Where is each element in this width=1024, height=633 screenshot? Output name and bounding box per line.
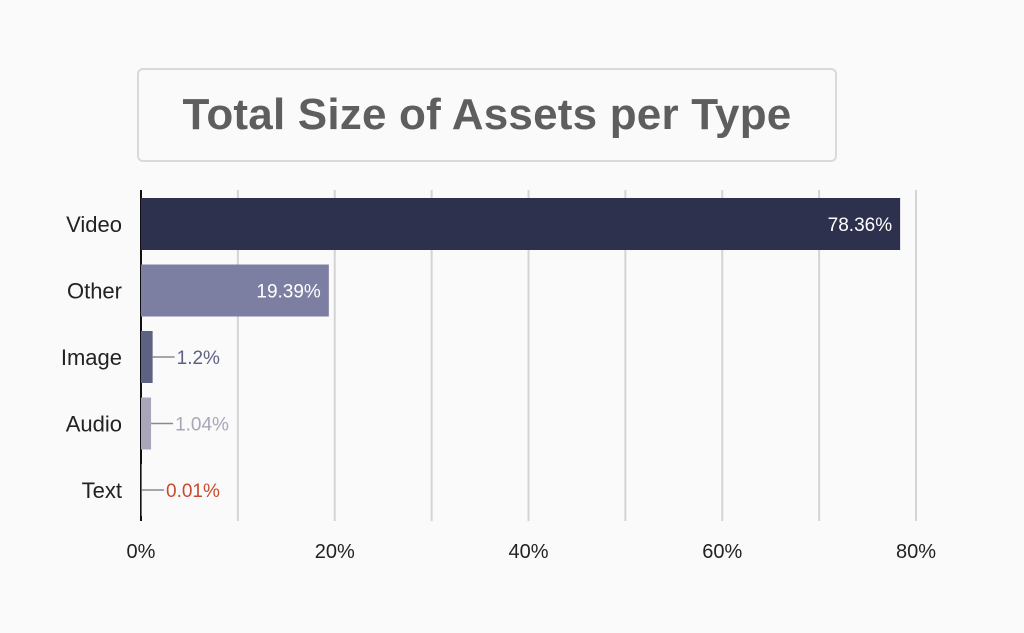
- bar-text: [141, 464, 142, 516]
- bar-video: [141, 198, 901, 250]
- category-label-other: Other: [67, 279, 122, 304]
- x-tick-label: 40%: [508, 541, 548, 563]
- x-tick-label: 0%: [127, 541, 156, 563]
- bar-other: [141, 264, 329, 317]
- category-label-video: Video: [66, 212, 122, 237]
- data-label-image: 1.2%: [177, 348, 220, 369]
- category-label-audio: Audio: [66, 412, 122, 437]
- category-label-image: Image: [61, 345, 122, 370]
- x-tick-labels: 0% 20% 40% 60% 80%: [127, 541, 937, 563]
- x-tick-label: 60%: [702, 541, 742, 563]
- category-labels: Video Other Image Audio Text: [61, 212, 122, 503]
- data-label-text: 0.01%: [166, 481, 220, 502]
- data-label-audio: 1.04%: [175, 415, 229, 436]
- bar-image: [141, 331, 153, 383]
- category-label-text: Text: [82, 478, 122, 503]
- x-tick-label: 80%: [896, 541, 936, 563]
- x-tick-label: 20%: [315, 541, 355, 563]
- data-label-video: 78.36%: [828, 215, 893, 236]
- bars: 78.36% 19.39% 1.2% 1.04% 0.01%: [141, 198, 901, 516]
- chart-title-box: Total Size of Assets per Type: [137, 68, 837, 162]
- chart-title: Total Size of Assets per Type: [182, 90, 792, 139]
- bar-audio: [141, 397, 152, 450]
- data-label-other: 19.39%: [256, 282, 321, 303]
